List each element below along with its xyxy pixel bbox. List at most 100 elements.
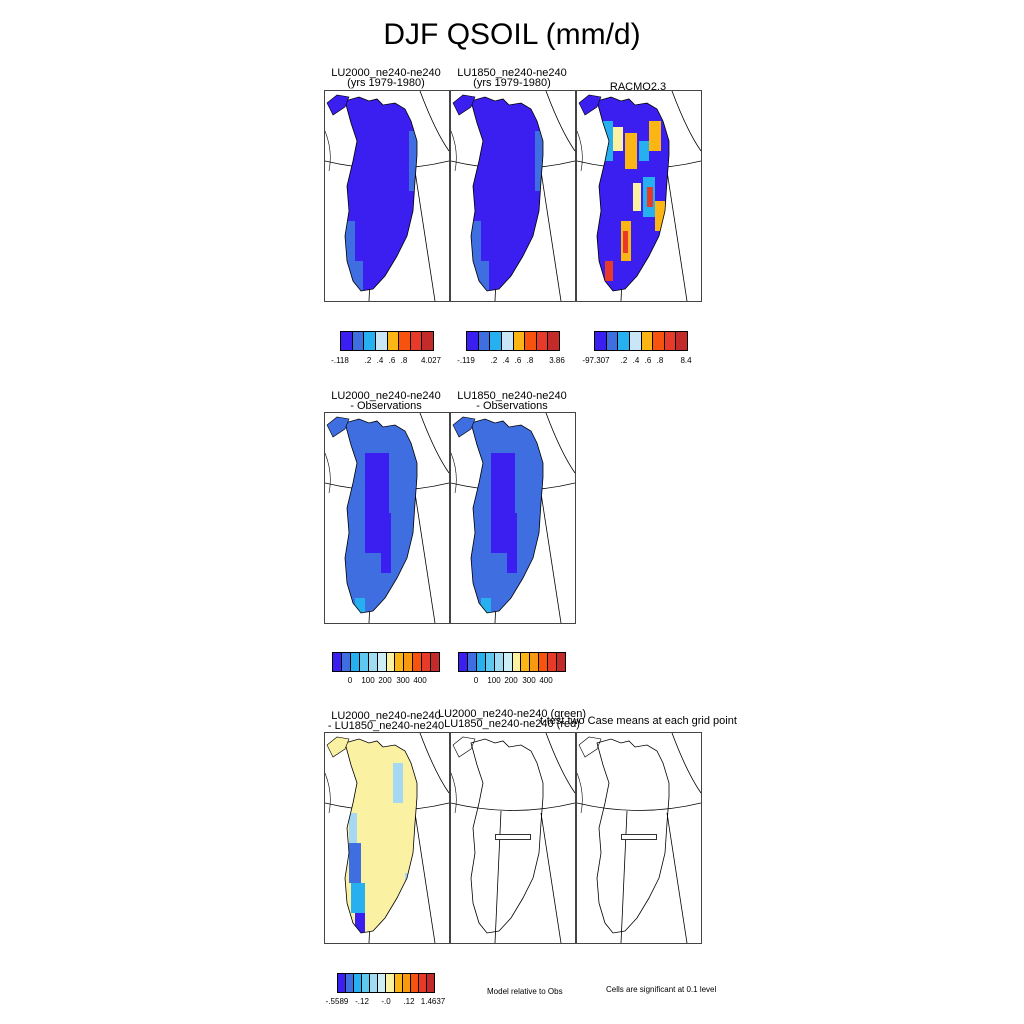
- coastline: [419, 413, 449, 474]
- colorbar-swatch: [548, 332, 559, 350]
- colorbar-swatch: [431, 653, 440, 671]
- colorbar-tick-label: .4: [502, 356, 510, 365]
- colorbar-tick-label: 400: [413, 676, 427, 685]
- colorbar-tick-label: -.5589: [325, 997, 349, 1006]
- grid-cell: [353, 261, 363, 291]
- panel-subtitle: LU1850_ne240-ne240 (red): [444, 718, 580, 730]
- colorbar-swatch: [378, 974, 387, 992]
- grid-cell: [471, 221, 481, 291]
- greenland-outline: [344, 418, 418, 614]
- panel-subtitle: - Observations: [476, 400, 548, 412]
- grid-cell: [349, 843, 361, 883]
- coastline: [325, 772, 331, 814]
- grid-cell: [649, 121, 661, 151]
- grid-cell: [613, 127, 623, 151]
- note-model-relative: Model relative to Obs: [487, 987, 563, 996]
- colorbar-tick-label: .4: [376, 356, 384, 365]
- colorbar-tick-label: 200: [504, 676, 518, 685]
- grid-cell: [409, 131, 417, 191]
- colorbar-swatch: [476, 653, 486, 671]
- grid-cell: [647, 187, 653, 207]
- colorbar-swatch: [362, 974, 371, 992]
- colorbar-swatch: [494, 653, 504, 671]
- grid-cell: [479, 261, 489, 291]
- colorbar-swatch: [413, 653, 423, 671]
- longitude-line: [494, 810, 502, 943]
- colorbar-tick-label: .6: [388, 356, 396, 365]
- grid-cell: [605, 261, 613, 281]
- grid-cell: [355, 913, 365, 933]
- panel-title: LU1850_ne240-ne240: [457, 390, 567, 402]
- map-panel-difference: [324, 732, 450, 944]
- colorbar-swatch: [350, 653, 360, 671]
- greenland-map: [451, 413, 575, 623]
- grid-cell: [405, 873, 415, 893]
- colorbar-swatch: [485, 653, 495, 671]
- map-panel-ttest: [576, 732, 702, 944]
- colorbar-swatch: [402, 974, 411, 992]
- colorbar-swatch: [352, 332, 365, 350]
- coastline: [545, 733, 575, 794]
- colorbar: [337, 973, 435, 993]
- colorbar-swatch: [359, 653, 369, 671]
- colorbar-tick-label: .8: [400, 356, 408, 365]
- ellesmere-island: [326, 736, 350, 758]
- greenland-outline: [470, 96, 544, 292]
- grid-cell: [655, 201, 665, 231]
- greenland-map: [325, 733, 449, 943]
- map-panel-green-red: [450, 732, 576, 944]
- colorbar-swatch: [539, 653, 549, 671]
- colorbar-swatch: [521, 653, 531, 671]
- colorbar-swatch: [595, 332, 607, 350]
- grid-cell: [393, 763, 403, 803]
- colorbar: [594, 331, 688, 351]
- panel-title: LU2000_ne240-ne240: [331, 67, 441, 79]
- panel-subtitle: (yrs 1979-1980): [473, 77, 551, 89]
- longitude-line: [620, 810, 628, 943]
- longitude-line: [414, 492, 436, 623]
- ellesmere-island: [326, 416, 350, 438]
- colorbar-swatch: [501, 332, 514, 350]
- grid-cell: [535, 131, 543, 191]
- coastline: [451, 772, 457, 814]
- greenland-map: [325, 413, 449, 623]
- coastline: [545, 91, 575, 152]
- greenland-map: [577, 733, 701, 943]
- greenland-outline: [344, 96, 418, 292]
- map-panel-lu1850-minus-obs: [450, 412, 576, 624]
- coastline: [451, 452, 457, 494]
- colorbar-swatch: [653, 332, 665, 350]
- latitude-line: [577, 802, 701, 811]
- coastline: [325, 452, 331, 494]
- colorbar-swatch: [386, 653, 396, 671]
- colorbar-swatch: [467, 332, 479, 350]
- longitude-line: [414, 170, 436, 301]
- grid-cell: [351, 883, 365, 913]
- panel-title: LU2000_ne240-ne240: [331, 710, 441, 722]
- colorbar-swatch: [375, 332, 388, 350]
- colorbar-swatch: [618, 332, 630, 350]
- colorbar-swatch: [386, 974, 395, 992]
- greenland-outline: [344, 738, 418, 934]
- ellesmere-island: [452, 94, 476, 116]
- colorbar-swatch: [606, 332, 619, 350]
- colorbar-tick-label: -97.307: [582, 356, 610, 365]
- colorbar-swatch: [338, 974, 347, 992]
- figure-title: DJF QSOIL (mm/d): [383, 18, 641, 51]
- panel-title: LU2000_ne240-ne240 (green): [437, 708, 586, 720]
- colorbar-swatch: [503, 653, 513, 671]
- colorbar-tick-label: .6: [644, 356, 652, 365]
- greenland-map: [451, 91, 575, 301]
- colorbar-swatch: [512, 653, 522, 671]
- colorbar: [340, 331, 434, 351]
- colorbar-swatch: [399, 332, 411, 350]
- colorbar-tick-label: 3.86: [549, 356, 565, 365]
- colorbar-tick-label: 1.4637: [420, 997, 446, 1006]
- coastline: [577, 130, 583, 172]
- colorbar-swatch: [410, 974, 419, 992]
- map-panel-lu2000-minus-obs: [324, 412, 450, 624]
- ellesmere-island: [578, 736, 602, 758]
- colorbar-tick-label: 300: [396, 676, 410, 685]
- colorbar-swatch: [536, 332, 549, 350]
- grid-cell: [507, 513, 517, 573]
